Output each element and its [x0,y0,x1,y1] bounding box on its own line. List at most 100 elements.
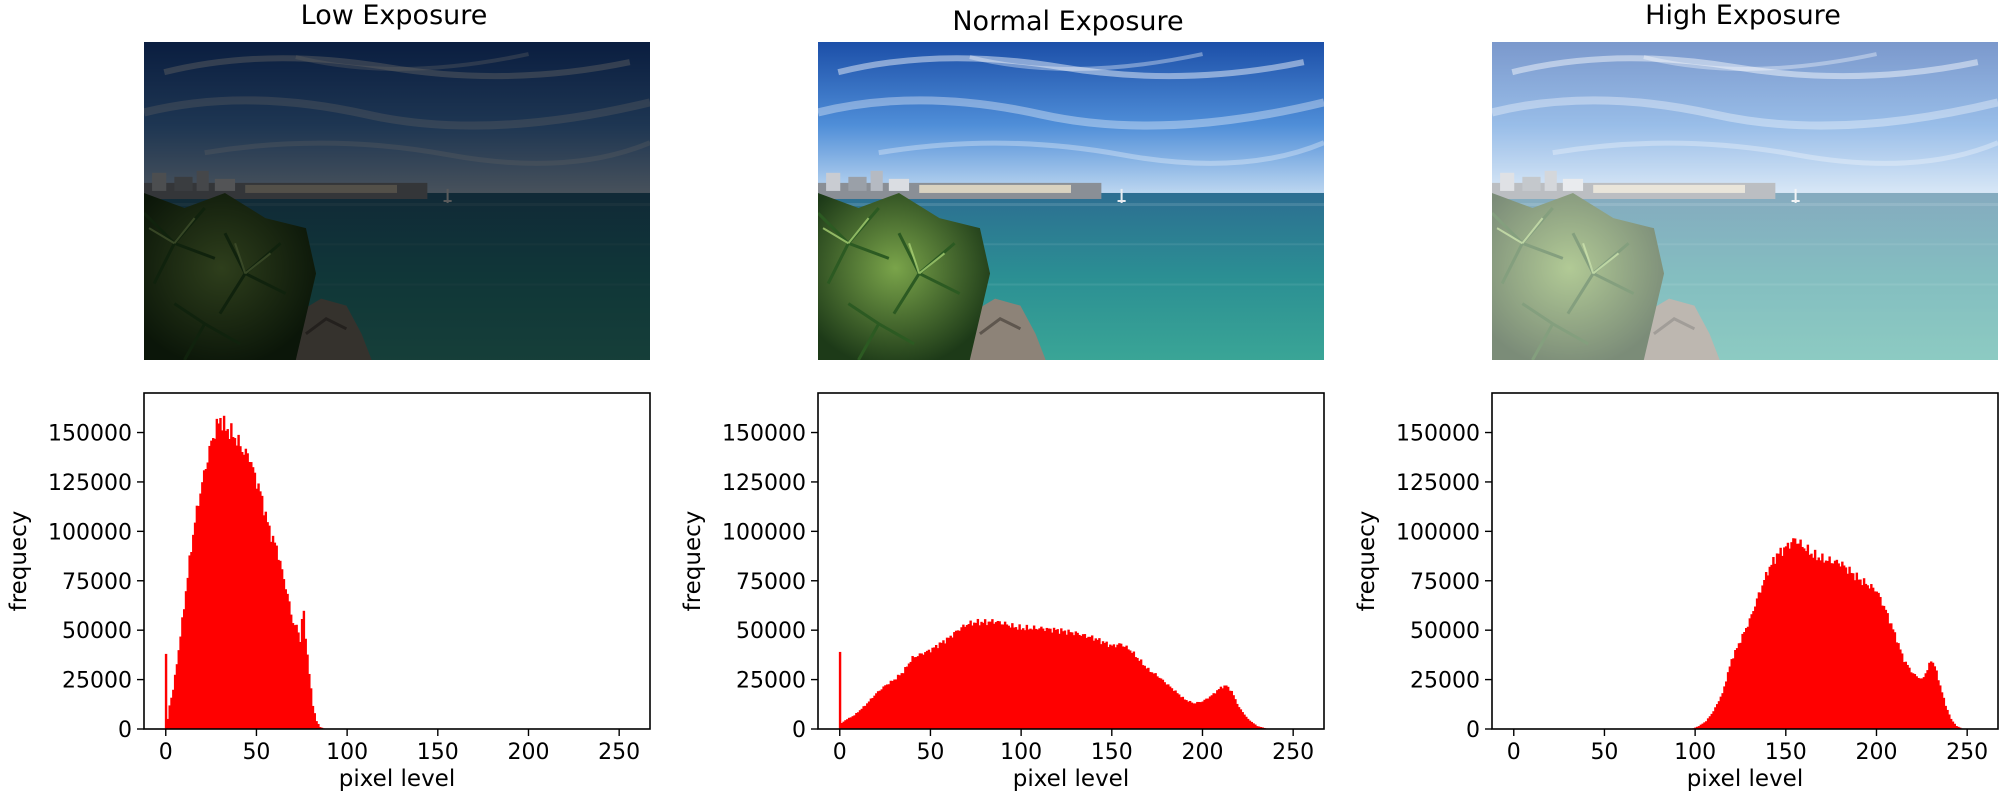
histogram-bar [289,614,293,729]
histogram-bar [853,715,856,729]
x-tick-label: 150 [417,740,459,765]
histogram-bar [1717,701,1721,729]
histogram-bar [905,666,909,729]
histogram-bar [973,622,976,729]
histogram-bar [967,624,971,729]
histogram-bar [1721,693,1724,729]
histogram-bar [842,721,845,729]
histogram-bar [976,618,980,729]
y-tick-label: 150000 [1396,422,1480,447]
histogram-bar [934,644,938,729]
y-tick-label: 25000 [736,669,806,694]
histogram-bar [1040,626,1043,729]
histogram-bar [900,673,903,729]
y-tick-label: 50000 [736,619,806,644]
histogram-bar [1793,538,1797,729]
histogram-bar [1939,685,1942,729]
histogram-bar [1036,629,1039,729]
histogram-bar [1949,718,1953,729]
histogram-bar [1746,626,1750,729]
histogram-bar [1839,566,1842,729]
histogram-bar [242,454,246,729]
histogram-bar [1714,707,1717,729]
histogram-bar [170,697,173,729]
histogram-bar [907,663,911,729]
histogram-bar [1190,702,1194,729]
histogram-bar [1051,632,1054,729]
histogram-bar [1005,624,1009,729]
histogram-bar [273,542,277,729]
histogram-bar [847,717,851,729]
histogram-bar [248,461,251,729]
panel-title-normal: Normal Exposure [952,6,1183,37]
histogram-bar [1790,542,1793,729]
histogram-bar [1859,579,1862,729]
histogram-bar [1156,676,1159,729]
histogram-bar [1745,628,1748,729]
histogram-bar [175,664,179,729]
histogram-bar [1063,630,1067,729]
histogram-bar [275,545,278,729]
histogram-bar [264,511,268,729]
histogram-bar [241,451,244,729]
histogram-bar [1022,628,1025,729]
histogram-bar [1788,548,1791,729]
histogram-bar [1000,624,1003,729]
histogram-bar [891,680,894,729]
histogram-bar [186,577,190,729]
x-tick-label: 100 [326,740,368,765]
axes-frame [143,392,651,730]
histogram-bar [1748,618,1752,729]
histogram-bar [1101,641,1105,729]
histogram-bar [206,462,209,729]
histogram-bar [1708,716,1712,729]
histogram-bar [235,445,239,729]
histogram-bar [1009,627,1012,729]
histogram-bar [1701,723,1704,729]
histogram-bar [1910,672,1913,729]
histogram-bar [1241,712,1244,729]
y-tick-label: 25000 [1410,669,1480,694]
histogram-bar [1806,544,1810,729]
histogram-bar [226,429,229,729]
histogram-bar [164,653,168,729]
histogram-bar [293,625,297,729]
histogram-bar [846,719,849,729]
histogram-bar [1904,661,1908,729]
histogram-bar [253,472,257,729]
histogram-bar [231,437,235,729]
histogram-bar [838,651,842,729]
x-tick-label: 250 [598,740,640,765]
histogram-bars [838,618,1275,729]
histogram-bar [962,624,965,729]
histogram-bar [1725,681,1728,729]
histogram-bar [1029,628,1032,729]
histogram-bar [991,619,994,729]
histogram-bar [1929,661,1933,729]
histogram-bar [1161,679,1165,729]
histogram-bar [1085,637,1088,729]
histogram-bar [244,448,248,729]
histogram-bar [1895,642,1898,729]
histogram-bar [266,522,269,729]
histogram-bar [1259,727,1263,729]
histogram-bar [902,673,905,729]
histogram-bar [933,647,936,729]
histogram-bar [1168,686,1172,729]
histogram-bar [1167,684,1170,729]
histogram-bar [1052,627,1056,729]
histogram-bar [1942,697,1946,729]
histogram-bar [259,491,262,729]
histogram-bar [978,625,981,729]
histogram-bar [1732,658,1735,729]
histogram-bar [1246,718,1250,729]
histogram-bar [1944,705,1947,729]
histogram-bar [1915,676,1918,729]
histogram-bar [1864,583,1868,729]
histogram-bar [994,622,998,729]
histogram-bar [1777,553,1781,729]
histogram-bar [1114,647,1117,729]
histogram-bar [1852,573,1855,729]
histogram-bar [1804,551,1808,729]
histogram-bar [166,718,170,729]
